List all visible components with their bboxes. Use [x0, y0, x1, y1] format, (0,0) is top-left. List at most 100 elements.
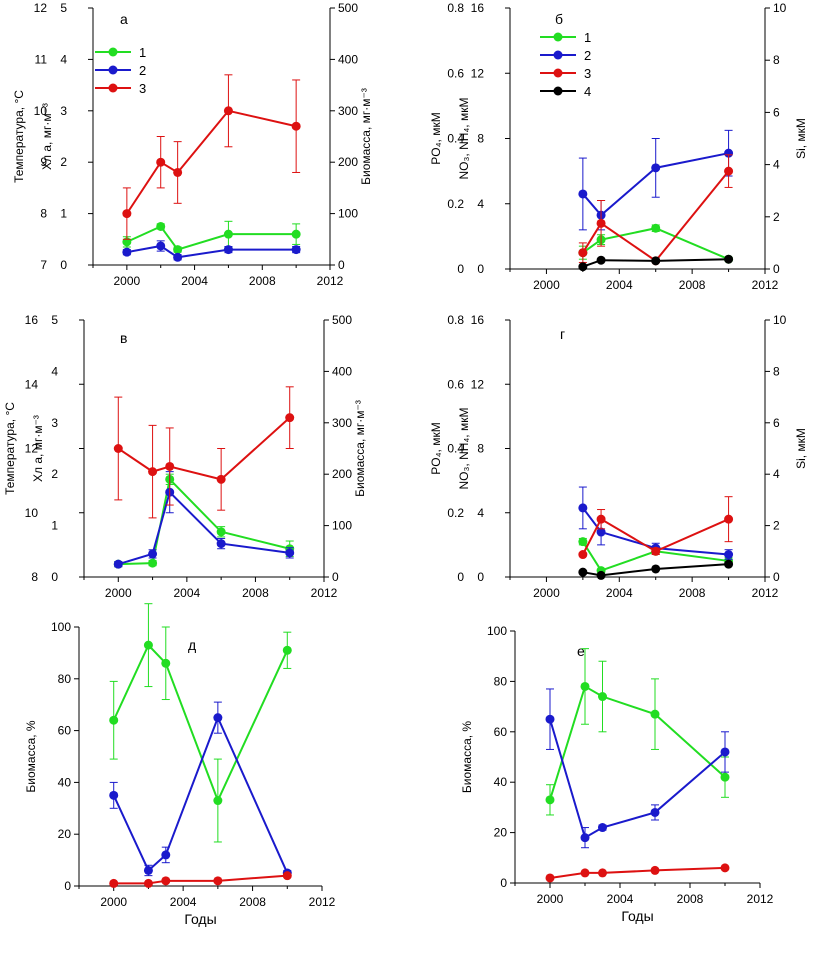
- x-tick-label: 2000: [533, 278, 560, 292]
- y2-tick-label: 1: [51, 519, 58, 533]
- data-point: [651, 256, 661, 266]
- y2-tick-label: 2: [51, 467, 58, 481]
- panel-label: д: [188, 637, 196, 653]
- x-tick-label: 2012: [311, 586, 338, 600]
- y-tick-label: 0.4: [447, 132, 464, 146]
- y-right-tick-label: 4: [773, 467, 780, 481]
- y-axis-label: PO₄, мкМ: [429, 422, 443, 474]
- legend-marker: [108, 65, 118, 75]
- x-tick-label: 2000: [533, 586, 560, 600]
- data-point: [545, 795, 555, 805]
- y-tick-label: 60: [58, 724, 72, 738]
- y2-tick-label: 12: [471, 66, 485, 80]
- data-point: [651, 564, 661, 574]
- data-point: [122, 209, 132, 219]
- data-point: [596, 570, 606, 580]
- data-point: [580, 868, 590, 878]
- x-tick-label: 2004: [170, 895, 197, 909]
- data-point: [545, 714, 555, 724]
- y-tick-label: 20: [58, 827, 72, 841]
- legend-label: 3: [139, 81, 146, 96]
- series-4: [578, 254, 734, 272]
- y-tick-label: 60: [494, 725, 508, 739]
- data-point: [291, 245, 301, 255]
- series-line: [582, 563, 729, 577]
- y-right-tick-label: 100: [338, 207, 358, 221]
- y-tick-label: 100: [487, 624, 507, 638]
- data-point: [143, 865, 153, 875]
- series-2: [109, 701, 292, 878]
- y-right-tick-label: 4: [773, 158, 780, 172]
- data-point: [578, 550, 588, 560]
- y-right-axis-label: Si, мкМ: [794, 118, 808, 159]
- x-tick-label: 2004: [174, 586, 201, 600]
- legend-label: 2: [584, 48, 591, 63]
- series-line: [126, 225, 297, 251]
- data-point: [223, 245, 233, 255]
- x-tick-label: 2008: [679, 278, 706, 292]
- series-line: [549, 866, 726, 879]
- data-point: [282, 871, 292, 881]
- y2-tick-label: 2: [60, 155, 67, 169]
- data-point: [720, 772, 730, 782]
- y-right-tick-label: 2: [773, 210, 780, 224]
- series-line: [582, 507, 729, 556]
- y2-tick-label: 3: [60, 104, 67, 118]
- x-tick-label: 2000: [537, 892, 564, 906]
- y-right-tick-label: 8: [773, 53, 780, 67]
- y-tick-label: 10: [25, 506, 39, 520]
- y-right-tick-label: 200: [338, 155, 358, 169]
- y2-tick-label: 1: [60, 207, 67, 221]
- data-point: [156, 157, 166, 167]
- data-point: [109, 715, 119, 725]
- x-tick-label: 2012: [747, 892, 774, 906]
- y-tick-label: 80: [58, 672, 72, 686]
- y-tick-label: 14: [25, 377, 39, 391]
- legend-label: 2: [139, 63, 146, 78]
- y-tick-label: 0.2: [447, 506, 464, 520]
- data-point: [156, 241, 166, 251]
- data-point: [213, 796, 223, 806]
- y-tick-label: 80: [494, 674, 508, 688]
- y-tick-label: 0.2: [447, 197, 464, 211]
- legend-marker: [553, 68, 563, 78]
- series-line: [549, 684, 726, 801]
- y2-tick-label: 8: [477, 132, 484, 146]
- y-tick-label: 9: [40, 155, 47, 169]
- y-right-tick-label: 10: [773, 1, 787, 15]
- data-point: [580, 681, 590, 691]
- y-axis-label: PO₄, мкМ: [429, 112, 443, 164]
- y-right-tick-label: 200: [332, 467, 352, 481]
- data-point: [580, 833, 590, 843]
- series-2: [122, 240, 301, 262]
- y-tick-label: 0.8: [447, 313, 464, 327]
- y2-tick-label: 0: [477, 570, 484, 584]
- data-point: [216, 474, 226, 484]
- data-point: [578, 503, 588, 513]
- y-tick-label: 11: [35, 52, 48, 66]
- data-point: [724, 550, 734, 560]
- y-tick-label: 0.4: [447, 442, 464, 456]
- y2-tick-label: 4: [477, 197, 484, 211]
- x-tick-label: 2008: [677, 892, 704, 906]
- panel-label: г: [560, 326, 565, 342]
- y2-tick-label: 16: [471, 313, 485, 327]
- data-point: [285, 413, 295, 423]
- data-point: [291, 121, 301, 131]
- y-axis-label: Температура, °C: [12, 90, 26, 183]
- y-right-tick-label: 400: [332, 364, 352, 378]
- data-point: [223, 229, 233, 239]
- y-tick-label: 12: [25, 442, 39, 456]
- data-point: [216, 539, 226, 549]
- series-line: [117, 416, 291, 481]
- y2-tick-label: 4: [60, 52, 67, 66]
- series-2: [113, 471, 295, 569]
- x-tick-label: 2008: [239, 895, 266, 909]
- data-point: [598, 692, 607, 702]
- data-point: [724, 559, 734, 569]
- series-3: [578, 154, 734, 266]
- y-tick-label: 0.8: [447, 1, 464, 15]
- series-3: [545, 863, 730, 883]
